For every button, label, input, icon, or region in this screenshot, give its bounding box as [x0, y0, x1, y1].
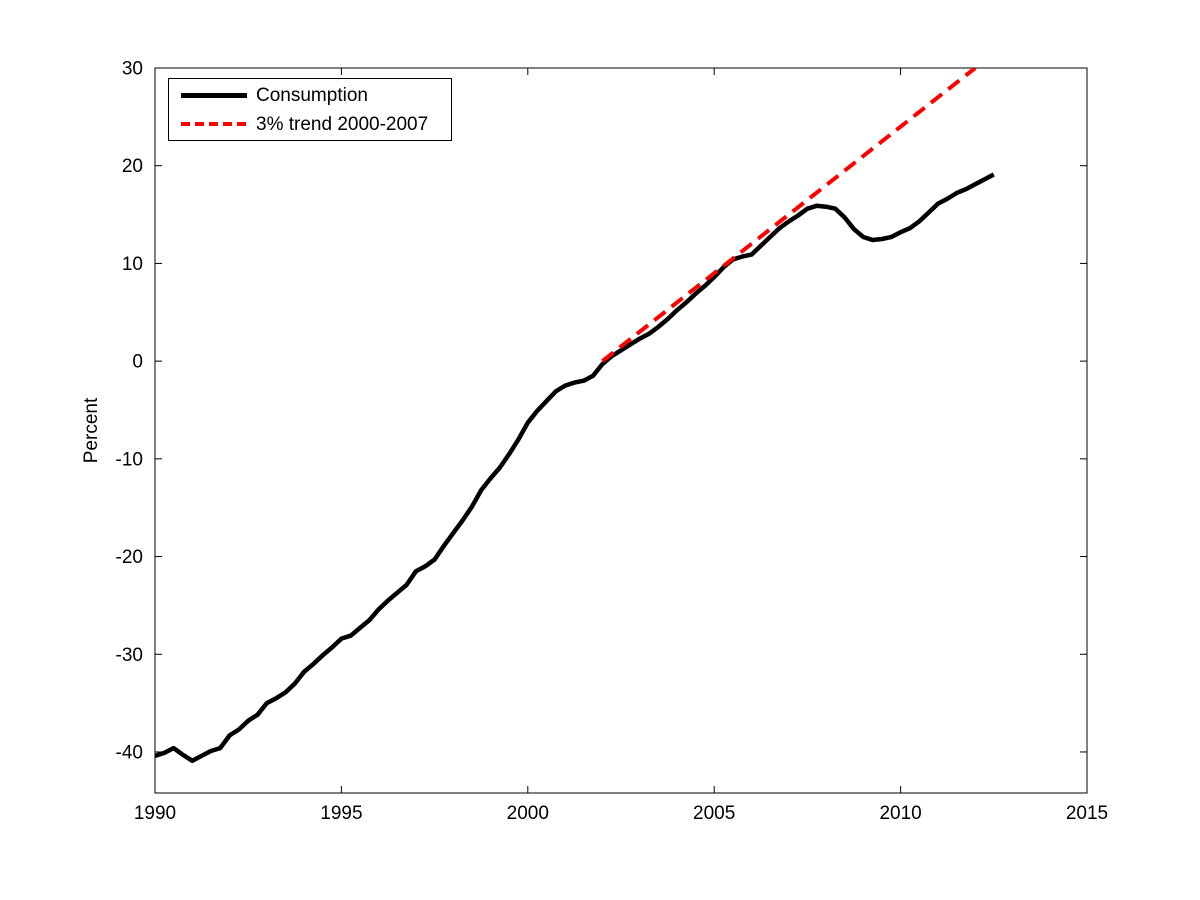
legend-item-consumption: Consumption [181, 84, 451, 106]
x-tick-label: 2000 [507, 803, 549, 824]
legend-item-trend: 3% trend 2000-2007 [181, 113, 451, 135]
y-tick-label: -40 [116, 742, 143, 763]
legend-label-consumption: Consumption [256, 84, 368, 106]
series-line-consumption [155, 172, 995, 764]
x-tick-label: 2005 [693, 803, 735, 824]
y-tick-label: -20 [116, 547, 143, 568]
y-tick-label: 10 [122, 254, 143, 275]
x-tick-label: 1990 [134, 803, 176, 824]
consumption-line-sample [181, 92, 247, 98]
y-tick-label: -30 [116, 645, 143, 666]
legend-label-trend: 3% trend 2000-2007 [256, 113, 429, 135]
y-tick-label: 30 [122, 59, 143, 80]
axes-box [154, 67, 1088, 794]
x-tick-label: 2015 [1066, 803, 1108, 824]
y-tick-label: -10 [116, 449, 143, 470]
y-tick-label: 20 [122, 156, 143, 177]
series-line-trend [601, 68, 977, 363]
trend-line-sample [181, 122, 247, 126]
y-axis-label: Percent [81, 397, 102, 463]
y-tick-label: 0 [132, 352, 143, 373]
x-tick-label: 2010 [879, 803, 921, 824]
x-tick-label: 1995 [320, 803, 362, 824]
legend: Consumption 3% trend 2000-2007 [168, 78, 452, 141]
